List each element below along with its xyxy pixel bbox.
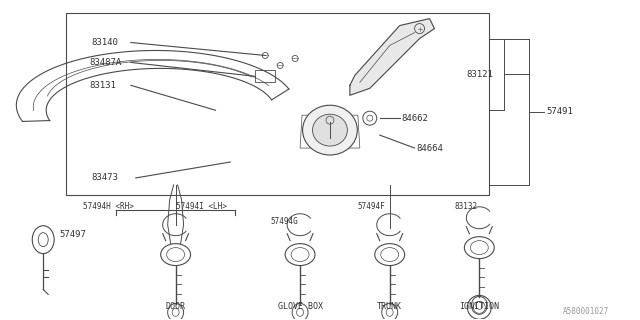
Bar [66,13,489,195]
Text: 83132: 83132 [454,202,477,211]
Text: 83140: 83140 [91,38,118,47]
Text: IGNITION: IGNITION [460,302,499,311]
Ellipse shape [303,105,357,155]
Text: 83473: 83473 [91,173,118,182]
Bar [255,70,275,82]
Text: A580001027: A580001027 [563,307,609,316]
Text: 83121: 83121 [467,70,493,79]
Text: 84664: 84664 [417,144,444,153]
Text: 57497: 57497 [59,230,86,239]
Text: 57491: 57491 [546,107,573,116]
Text: 57494G: 57494G [270,217,298,226]
Text: 84662: 84662 [402,114,429,123]
Polygon shape [350,19,435,95]
Text: DOOR: DOOR [166,302,186,311]
Text: 57494H <RH>: 57494H <RH> [83,202,134,211]
Text: 57494I <LH>: 57494I <LH> [175,202,227,211]
Text: 83131: 83131 [89,81,116,90]
Ellipse shape [312,114,348,146]
Text: TRUNK: TRUNK [377,302,402,311]
Text: 83487A: 83487A [89,58,121,67]
Text: 57494F: 57494F [358,202,385,211]
Text: GLOVE BOX: GLOVE BOX [278,302,323,311]
